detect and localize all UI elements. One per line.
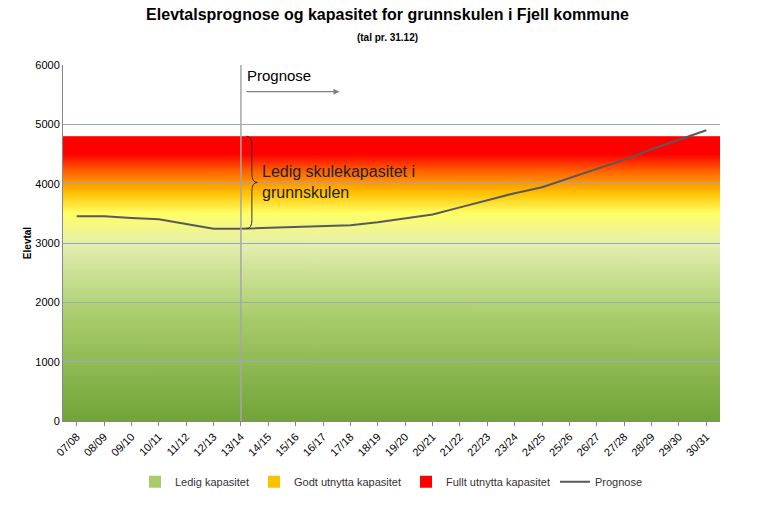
svg-text:28/29: 28/29 — [629, 431, 657, 459]
svg-text:13/14: 13/14 — [218, 431, 246, 459]
svg-text:09/10: 09/10 — [109, 431, 137, 459]
svg-text:25/26: 25/26 — [547, 431, 575, 459]
svg-text:Prognose: Prognose — [247, 67, 311, 84]
svg-text:Godt utnytta kapasitet: Godt utnytta kapasitet — [294, 476, 401, 488]
svg-text:21/22: 21/22 — [437, 431, 465, 459]
svg-text:4000: 4000 — [35, 178, 59, 190]
svg-text:Elevtalsprognose og kapasitet: Elevtalsprognose og kapasitet for grunns… — [146, 6, 629, 43]
svg-text:22/23: 22/23 — [465, 431, 493, 459]
svg-text:Prognose: Prognose — [595, 476, 642, 488]
svg-text:12/13: 12/13 — [191, 431, 219, 459]
svg-text:23/24: 23/24 — [492, 431, 520, 459]
svg-text:0: 0 — [54, 415, 60, 427]
svg-text:Ledig skulekapasitet igrunnsku: Ledig skulekapasitet igrunnskulen — [262, 163, 415, 201]
svg-text:6000: 6000 — [35, 59, 59, 71]
svg-text:27/28: 27/28 — [602, 431, 630, 459]
svg-text:16/17: 16/17 — [300, 431, 328, 459]
svg-text:24/25: 24/25 — [519, 431, 547, 459]
svg-text:15/16: 15/16 — [273, 431, 301, 459]
svg-text:Fullt utnytta kapasitet: Fullt utnytta kapasitet — [446, 476, 550, 488]
svg-text:26/27: 26/27 — [574, 431, 602, 459]
svg-text:Ledig kapasitet: Ledig kapasitet — [175, 476, 249, 488]
svg-text:11/12: 11/12 — [164, 431, 191, 458]
svg-text:08/09: 08/09 — [81, 431, 109, 459]
svg-text:07/08: 07/08 — [54, 431, 82, 459]
svg-text:14/15: 14/15 — [246, 431, 274, 459]
svg-text:Elevtal: Elevtal — [22, 227, 33, 259]
svg-text:20/21: 20/21 — [410, 431, 438, 459]
svg-text:18/19: 18/19 — [355, 431, 383, 459]
svg-text:2000: 2000 — [35, 296, 59, 308]
svg-text:3000: 3000 — [35, 237, 59, 249]
svg-text:30/31: 30/31 — [684, 431, 712, 459]
svg-text:17/18: 17/18 — [328, 431, 356, 459]
svg-text:29/30: 29/30 — [656, 431, 684, 459]
svg-text:10/11: 10/11 — [137, 431, 164, 458]
svg-text:1000: 1000 — [35, 356, 59, 368]
svg-text:19/20: 19/20 — [383, 431, 411, 459]
svg-text:5000: 5000 — [35, 118, 59, 130]
